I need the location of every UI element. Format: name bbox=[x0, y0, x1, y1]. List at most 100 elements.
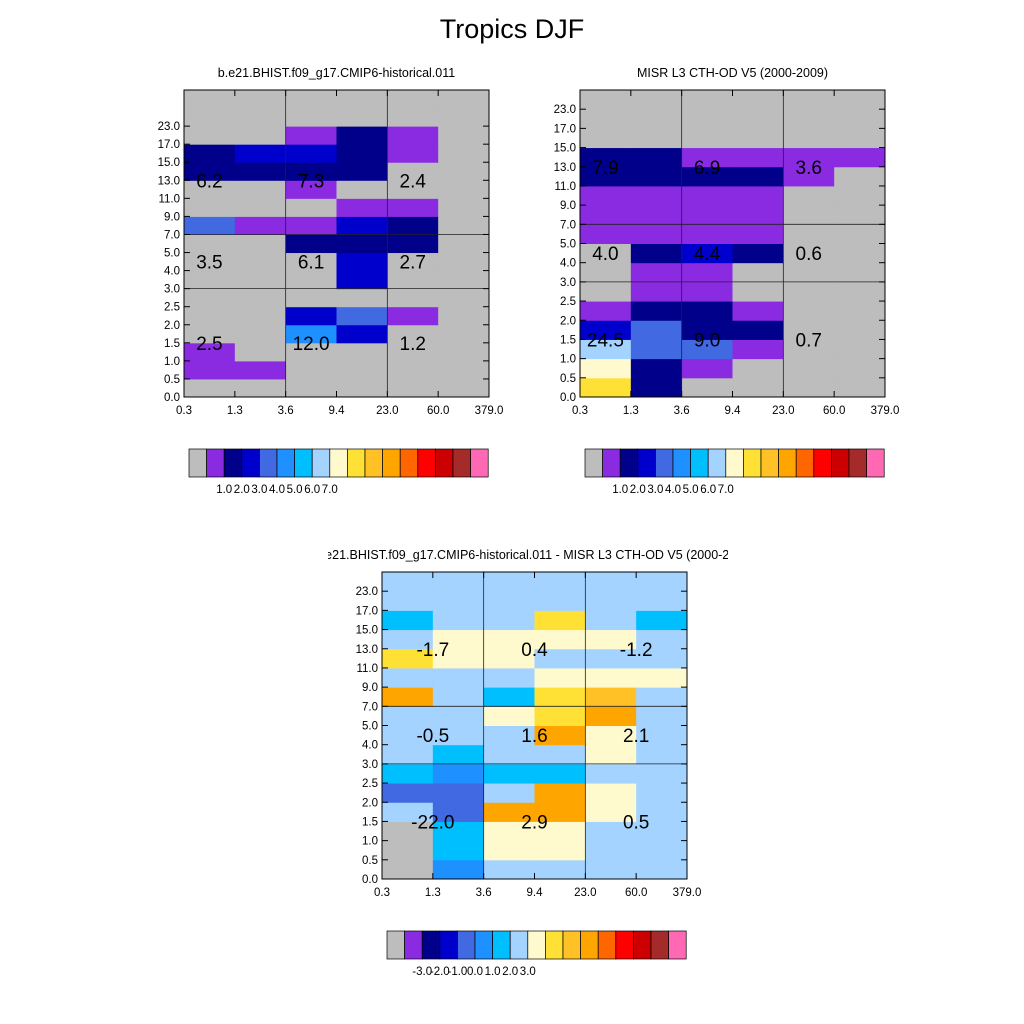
heatmap-cell bbox=[681, 128, 733, 149]
heatmap-cell bbox=[438, 306, 490, 326]
heatmap-cell bbox=[184, 234, 236, 254]
heatmap-cell bbox=[534, 821, 586, 842]
colorbar-box bbox=[188, 448, 207, 478]
heatmap-cell bbox=[534, 763, 586, 784]
annotation-value: -1.2 bbox=[620, 640, 653, 661]
heatmap-cell bbox=[534, 610, 586, 631]
heatmap-cell bbox=[336, 108, 388, 127]
heatmap-cell bbox=[382, 706, 434, 726]
annotation-value: 0.4 bbox=[521, 640, 548, 661]
heatmap-cell bbox=[382, 763, 434, 784]
colorbar-box bbox=[470, 448, 489, 478]
heatmap-misr: MISR L3 CTH-OD V5 (2000-2009) 0.0 0.5 1.0 1.… bbox=[554, 66, 900, 495]
y-tick-label: 4.0 bbox=[164, 266, 180, 278]
colorbar-label: 3.0 bbox=[251, 484, 267, 495]
heatmap-cell bbox=[630, 339, 683, 360]
heatmap-cell bbox=[834, 320, 886, 340]
colorbar-box bbox=[778, 448, 797, 478]
y-tick-label: 4.0 bbox=[362, 740, 378, 752]
heatmap-cell bbox=[834, 109, 886, 129]
heatmap-cell bbox=[534, 783, 586, 803]
heatmap-cell bbox=[681, 224, 733, 244]
colorbar-box bbox=[580, 930, 599, 960]
heatmap-cell bbox=[438, 234, 490, 254]
colorbar-box bbox=[562, 930, 581, 960]
heatmap-cell bbox=[636, 687, 688, 707]
heatmap-cell bbox=[580, 320, 632, 340]
colorbar-box bbox=[527, 930, 546, 960]
heatmap-cell bbox=[438, 270, 490, 290]
colorbar-box bbox=[637, 448, 656, 478]
colorbar-label: 6.0 bbox=[304, 484, 320, 495]
heatmap-cell bbox=[580, 262, 632, 283]
colorbar-label: 1.0 bbox=[485, 966, 501, 978]
y-tick-label: 1.0 bbox=[164, 356, 180, 368]
heatmap-cell bbox=[336, 288, 388, 308]
heatmap-cell bbox=[483, 763, 535, 784]
y-tick-label: 7.0 bbox=[164, 229, 180, 241]
heatmap-cell bbox=[534, 859, 586, 880]
heatmap-cell bbox=[387, 252, 439, 272]
colorbar-box bbox=[206, 448, 225, 478]
heatmap-cell bbox=[580, 301, 632, 321]
heatmap-cell bbox=[585, 687, 637, 707]
annotation-value: 7.9 bbox=[592, 158, 618, 179]
annotation-value: 12.0 bbox=[293, 334, 330, 355]
heatmap-cell bbox=[336, 270, 388, 290]
heatmap-cell bbox=[585, 744, 637, 765]
heatmap-cell bbox=[732, 358, 784, 379]
colorbar-label: 5.0 bbox=[683, 484, 699, 495]
colorbar-box bbox=[831, 448, 850, 478]
heatmap-cell bbox=[285, 324, 337, 344]
colorbar-box bbox=[452, 448, 471, 478]
heatmap-cell bbox=[234, 270, 287, 290]
heatmap-cell bbox=[483, 572, 535, 592]
y-tick-label: 1.5 bbox=[164, 338, 180, 350]
heatmap-cell bbox=[387, 270, 439, 290]
heatmap-cell bbox=[184, 378, 236, 398]
y-tick-label: 2.0 bbox=[362, 797, 378, 809]
colorbar-label: 6.0 bbox=[700, 484, 716, 495]
heatmap-cell bbox=[285, 270, 337, 290]
heatmap-cell bbox=[580, 90, 632, 110]
heatmap-cell bbox=[580, 205, 632, 225]
heatmap-cell bbox=[382, 667, 434, 688]
annotation-value: 2.9 bbox=[521, 812, 547, 833]
colorbar-box bbox=[545, 930, 564, 960]
heatmap-cell bbox=[285, 288, 337, 308]
colorbar-box bbox=[329, 448, 348, 478]
colorbar-label: 3.0 bbox=[520, 966, 536, 978]
y-tick-label: 2.5 bbox=[362, 778, 378, 790]
x-tick-label: 23.0 bbox=[574, 887, 596, 899]
heatmap-cell bbox=[834, 185, 886, 206]
heatmap-cell bbox=[534, 840, 586, 861]
y-tick-label: 7.0 bbox=[560, 219, 576, 231]
heatmap-cell bbox=[184, 162, 236, 181]
annotation-value: 0.6 bbox=[796, 244, 822, 265]
heatmap-cell bbox=[382, 687, 434, 707]
colorbar-box bbox=[743, 448, 762, 478]
heatmap-cell bbox=[585, 763, 637, 784]
heatmap-cell bbox=[438, 360, 490, 380]
heatmap-cell bbox=[783, 320, 835, 340]
y-tick-label: 1.5 bbox=[362, 816, 378, 828]
heatmap-cell bbox=[636, 725, 688, 746]
heatmap-cell bbox=[834, 166, 886, 187]
heatmap-cell bbox=[387, 360, 439, 380]
heatmap-cell bbox=[630, 224, 683, 244]
annotation-value: 4.4 bbox=[694, 244, 721, 265]
heatmap-cell bbox=[630, 128, 683, 149]
heatmap-cell bbox=[234, 252, 287, 272]
heatmap-cell bbox=[234, 162, 287, 181]
y-tick-label: 2.0 bbox=[560, 315, 576, 327]
y-tick-label: 3.0 bbox=[164, 284, 180, 296]
heatmap-cell bbox=[382, 629, 434, 650]
heatmap-cell bbox=[432, 687, 485, 707]
plot-title: MISR L3 CTH-OD V5 (2000-2009) bbox=[637, 66, 828, 80]
heatmap-cell bbox=[630, 320, 683, 340]
heatmap-cell bbox=[630, 147, 683, 168]
y-tick-label: 5.0 bbox=[164, 248, 180, 260]
x-tick-label: 0.3 bbox=[374, 887, 390, 899]
x-tick-label: 3.6 bbox=[278, 405, 294, 417]
heatmap-cell bbox=[336, 126, 388, 145]
